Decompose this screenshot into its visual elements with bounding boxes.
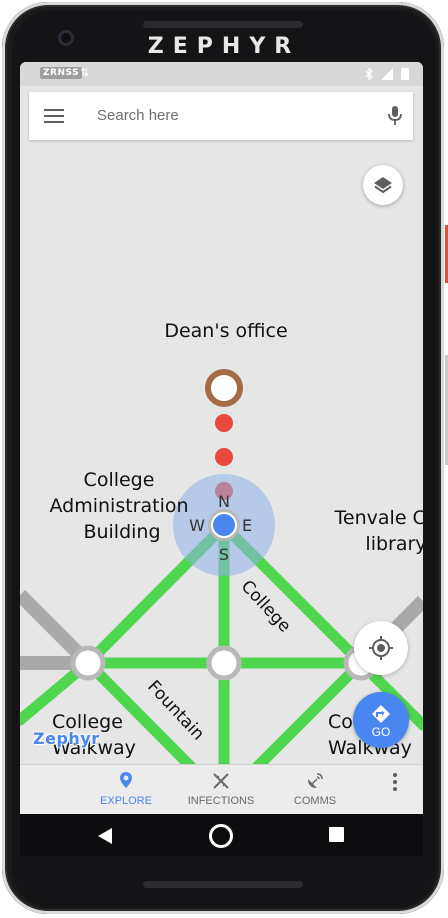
label-walkway-nw-2: Walkway xyxy=(52,737,136,759)
search-input[interactable]: Search here xyxy=(97,107,179,124)
bluetooth-icon xyxy=(365,68,373,80)
route-dot xyxy=(215,448,233,466)
junction-node-west[interactable] xyxy=(70,645,106,681)
device-brand: ZEPHYR xyxy=(147,34,301,59)
label-walkway-nw-1: College xyxy=(52,711,123,733)
status-icons xyxy=(365,66,409,82)
data-indicator: ⇅ xyxy=(80,66,90,79)
status-bar: ZRNSS ⇅ xyxy=(20,62,423,86)
home-icon[interactable] xyxy=(209,824,233,848)
carrier-label: ZRNSS xyxy=(40,67,83,79)
menu-icon[interactable] xyxy=(44,109,64,123)
recent-apps-icon[interactable] xyxy=(329,827,344,842)
compass-w: W xyxy=(189,516,205,535)
label-library-line1: Tenvale Co xyxy=(334,507,423,529)
microphone-icon[interactable] xyxy=(387,105,403,127)
directions-icon xyxy=(372,705,390,723)
layers-button[interactable] xyxy=(363,165,403,205)
label-walkway-nw-3: Northwest xyxy=(52,763,150,764)
layers-icon xyxy=(374,177,392,194)
crosshair-icon xyxy=(369,636,393,660)
system-navigation-bar xyxy=(20,814,423,856)
signal-icon xyxy=(381,68,393,80)
route-dot xyxy=(215,414,233,432)
satellite-dish-icon xyxy=(308,773,323,788)
campus-map[interactable]: N W E S Dean's office College Administra… xyxy=(20,140,423,764)
my-location-dot[interactable] xyxy=(211,512,237,538)
destination-marker[interactable] xyxy=(205,369,243,407)
search-bar[interactable]: Search here xyxy=(29,92,413,140)
nav-label-explore: EXPLORE xyxy=(100,795,152,807)
top-speaker xyxy=(143,21,303,28)
nav-label-comms: COMMS xyxy=(293,795,337,807)
back-icon[interactable] xyxy=(98,828,112,844)
power-button xyxy=(445,225,448,283)
screen: ZRNSS ⇅ Search here xyxy=(20,62,423,814)
volume-button xyxy=(445,355,448,465)
battery-icon xyxy=(401,68,409,80)
label-admin-line1: College xyxy=(84,469,155,491)
nav-label-infections: INFECTIONS xyxy=(187,795,255,807)
nav-tab-infections[interactable]: INFECTIONS xyxy=(176,771,266,807)
junction-node-center[interactable] xyxy=(206,645,242,681)
label-deans-office: Dean's office xyxy=(164,320,287,342)
front-camera xyxy=(58,30,74,46)
my-location-button[interactable] xyxy=(354,621,408,675)
label-admin-line3: Building xyxy=(83,521,160,543)
bottom-navigation: EXPLORE INFECTIONS COMMS xyxy=(20,764,423,814)
dna-icon xyxy=(213,773,229,789)
bottom-speaker xyxy=(143,881,303,888)
label-walkway-ne-3: No xyxy=(328,763,354,764)
map-pin-icon xyxy=(120,772,132,788)
zephyr-watermark: Zephyr xyxy=(33,729,100,748)
go-button[interactable]: GO xyxy=(353,692,409,748)
more-options-icon[interactable] xyxy=(393,773,397,791)
nav-tab-comms[interactable]: COMMS xyxy=(270,771,360,807)
compass-s: S xyxy=(219,545,229,564)
nav-tab-explore[interactable]: EXPLORE xyxy=(81,771,171,807)
compass-n: N xyxy=(218,492,230,511)
go-button-label: GO xyxy=(371,725,391,739)
compass-e: E xyxy=(242,516,252,535)
label-library-line2: library xyxy=(365,533,423,555)
label-walkway-ne-1: Col xyxy=(328,711,358,733)
label-admin-line2: Administration xyxy=(49,495,188,517)
